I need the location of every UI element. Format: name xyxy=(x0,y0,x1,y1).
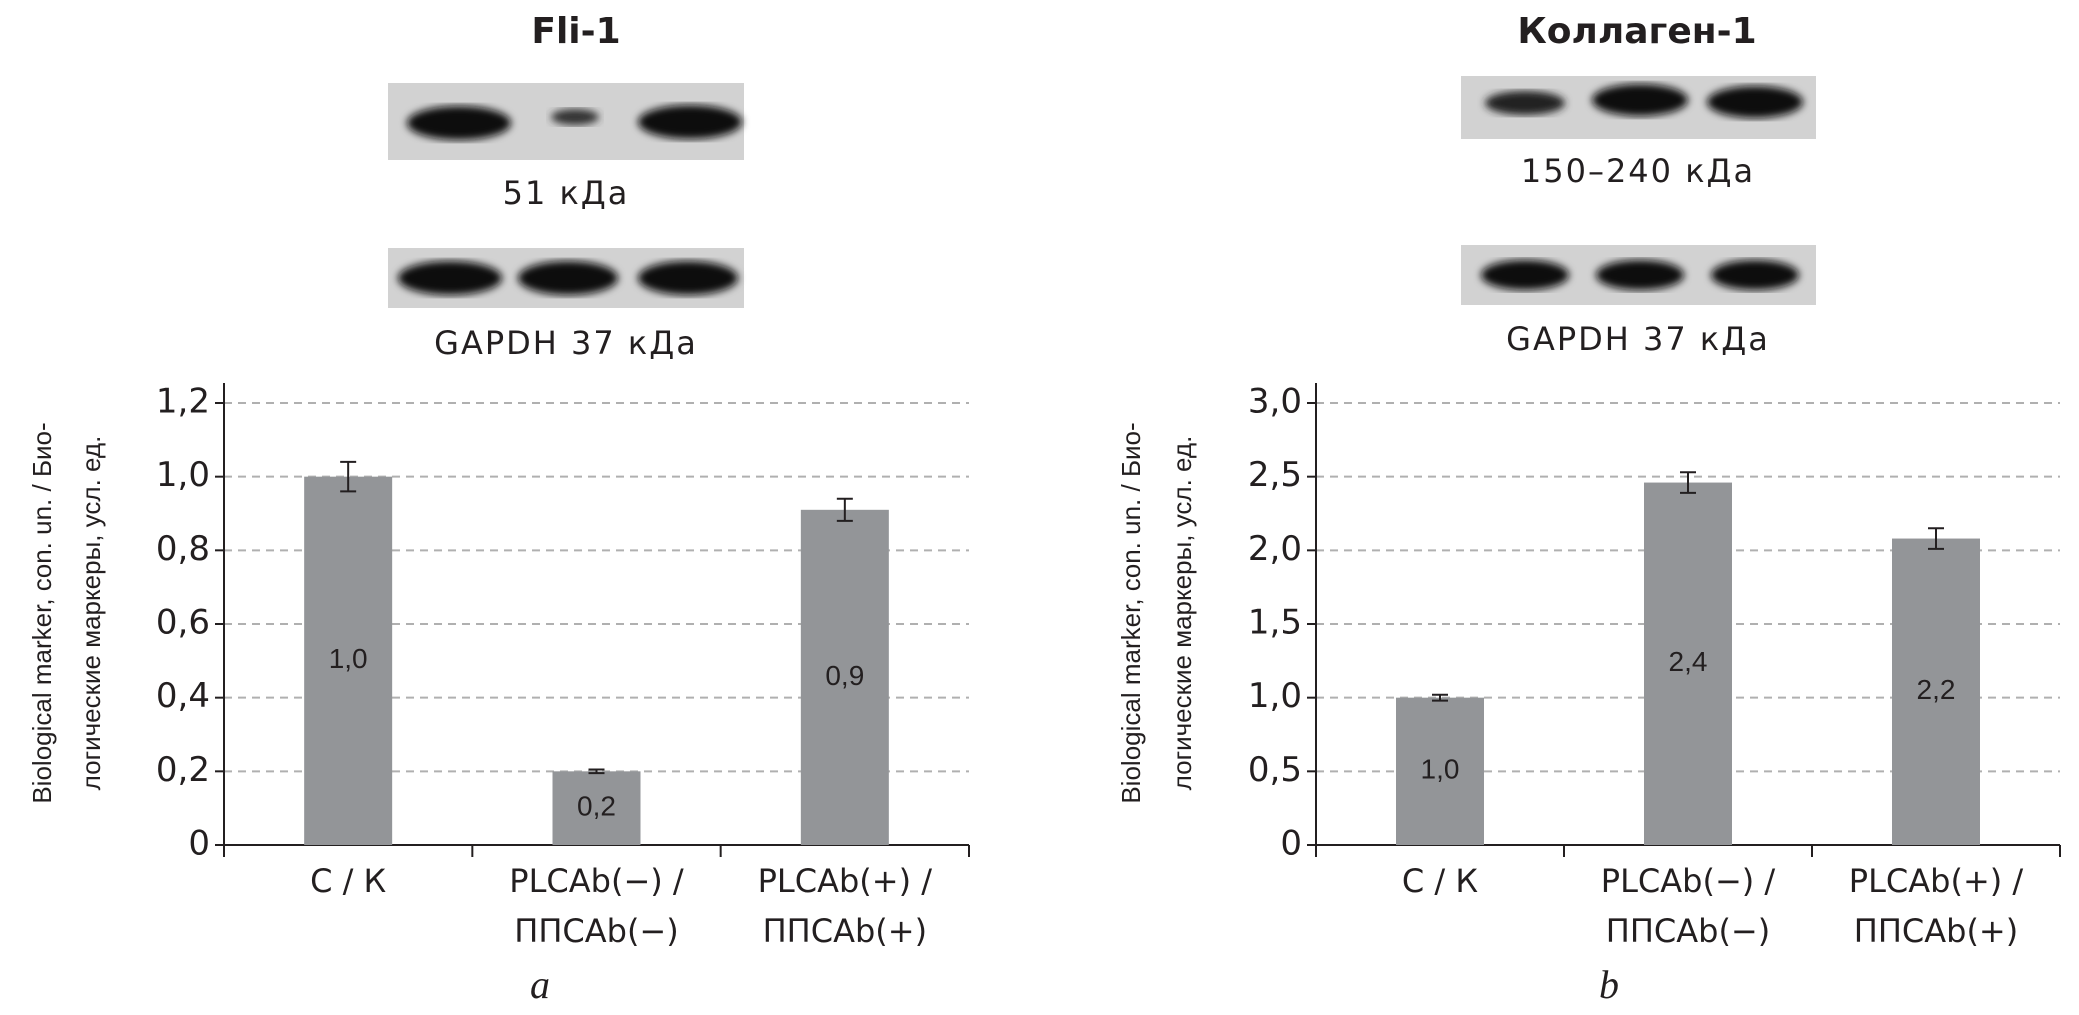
band xyxy=(1596,260,1684,290)
blot-label: 51 кДа xyxy=(503,174,630,212)
y-tick-label: 0,8 xyxy=(156,529,210,569)
x-tick-label: PLCAb(+) / xyxy=(1849,862,2024,900)
x-tick-label: PLCAb(+) / xyxy=(758,862,933,900)
bar-annotation: 2,2 xyxy=(1917,674,1956,705)
y-tick-label: 1,2 xyxy=(156,382,210,422)
bar-annotation: 2,4 xyxy=(1669,646,1708,677)
band xyxy=(1711,260,1799,290)
x-tick-label: ППСAb(+) xyxy=(763,912,927,950)
chart-title: Коллаген-1 xyxy=(1517,11,1756,52)
error-bar xyxy=(836,497,853,522)
bar xyxy=(552,771,641,845)
x-tick-label: ППСAb(−) xyxy=(514,912,678,950)
panel-label: a xyxy=(530,962,550,1007)
y-tick-label: 3,0 xyxy=(1248,382,1302,422)
band xyxy=(398,261,502,295)
bar-annotation: 0,9 xyxy=(825,660,864,691)
y-tick-label: 0,6 xyxy=(156,603,210,643)
error-bar xyxy=(340,460,357,493)
bar-annotation: 1,0 xyxy=(329,643,368,674)
blots xyxy=(388,76,1816,308)
error-bar xyxy=(1928,527,1944,550)
y-tick-label: 2,5 xyxy=(1248,455,1302,495)
band xyxy=(518,261,618,295)
y-axis-label: Biological marker, con. un. / Био- xyxy=(1116,422,1146,803)
control-label: GAPDH 37 кДа xyxy=(1506,320,1770,358)
bar xyxy=(800,509,889,845)
x-tick-label: PLCAb(−) / xyxy=(1601,862,1776,900)
x-tick-label: PLCAb(−) / xyxy=(509,862,684,900)
band xyxy=(1592,84,1688,116)
error-bar xyxy=(588,768,605,775)
band xyxy=(1485,91,1565,115)
y-tick-label: 1,5 xyxy=(1248,603,1302,643)
x-tick-label: C / К xyxy=(310,862,386,900)
chart-title: Fli-1 xyxy=(531,11,620,52)
blot-label: 150–240 кДа xyxy=(1521,152,1755,190)
bar xyxy=(304,476,393,845)
y-tick-label: 0,2 xyxy=(156,750,210,790)
y-tick-label: 0 xyxy=(188,824,210,864)
bar-annotation: 0,2 xyxy=(577,791,616,822)
band xyxy=(407,106,511,140)
y-axis-label: Biological marker, con. un. / Био- xyxy=(27,422,57,803)
panel-label: b xyxy=(1599,962,1619,1007)
y-tick-label: 0 xyxy=(1280,824,1302,864)
y-tick-label: 0,5 xyxy=(1248,750,1302,790)
bar xyxy=(1644,482,1732,845)
control-label: GAPDH 37 кДа xyxy=(434,324,698,362)
y-tick-label: 1,0 xyxy=(1248,676,1302,716)
y-axis-label: логические маркеры, усл. ед. xyxy=(1167,436,1197,791)
y-tick-label: 0,4 xyxy=(156,676,210,716)
bar xyxy=(1396,697,1484,845)
bar-annotation: 1,0 xyxy=(1421,754,1460,785)
x-tick-label: ППСAb(−) xyxy=(1606,912,1770,950)
bar xyxy=(1892,538,1980,845)
band xyxy=(1707,86,1803,118)
y-axis-label: логические маркеры, усл. ед. xyxy=(76,436,106,791)
band xyxy=(551,109,599,125)
y-tick-label: 1,0 xyxy=(156,455,210,495)
band xyxy=(1481,260,1569,290)
band xyxy=(638,105,742,139)
band xyxy=(638,261,738,295)
error-bar xyxy=(1432,693,1448,702)
x-tick-label: ППСAb(+) xyxy=(1854,912,2018,950)
x-tick-label: C / К xyxy=(1402,862,1478,900)
y-tick-label: 2,0 xyxy=(1248,529,1302,569)
error-bar xyxy=(1680,471,1696,494)
